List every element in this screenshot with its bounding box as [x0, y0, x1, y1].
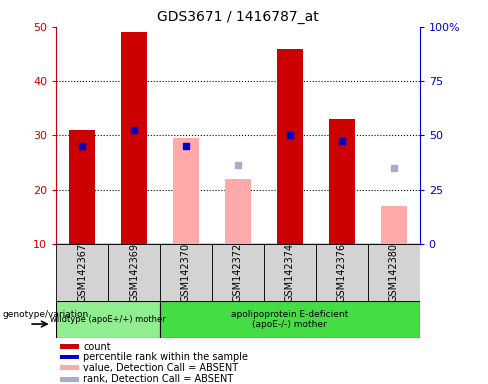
- Text: GSM142369: GSM142369: [129, 243, 139, 302]
- Bar: [160, 244, 212, 301]
- Text: value, Detection Call = ABSENT: value, Detection Call = ABSENT: [83, 363, 239, 373]
- Text: GSM142370: GSM142370: [181, 243, 191, 302]
- Title: GDS3671 / 1416787_at: GDS3671 / 1416787_at: [157, 10, 319, 25]
- Bar: [368, 244, 420, 301]
- Bar: [61, 344, 79, 349]
- Bar: [160, 301, 420, 338]
- Bar: [329, 119, 355, 244]
- Text: GSM142380: GSM142380: [389, 243, 399, 302]
- Text: GSM142374: GSM142374: [285, 243, 295, 302]
- Bar: [69, 130, 95, 244]
- Text: percentile rank within the sample: percentile rank within the sample: [83, 352, 248, 362]
- Text: GSM142372: GSM142372: [233, 243, 243, 302]
- Bar: [56, 301, 160, 338]
- Bar: [61, 354, 79, 359]
- Bar: [61, 377, 79, 382]
- Text: GSM142376: GSM142376: [337, 243, 347, 302]
- Bar: [61, 365, 79, 370]
- Bar: [225, 179, 251, 244]
- Text: count: count: [83, 341, 111, 352]
- Bar: [264, 244, 316, 301]
- Bar: [212, 244, 264, 301]
- Text: genotype/variation: genotype/variation: [3, 310, 89, 319]
- Text: wildtype (apoE+/+) mother: wildtype (apoE+/+) mother: [50, 315, 166, 324]
- Text: rank, Detection Call = ABSENT: rank, Detection Call = ABSENT: [83, 374, 234, 384]
- Bar: [56, 244, 108, 301]
- Bar: [173, 138, 199, 244]
- Text: GSM142367: GSM142367: [77, 243, 87, 302]
- Bar: [277, 49, 303, 244]
- Bar: [381, 206, 407, 244]
- Bar: [121, 32, 147, 244]
- Text: apolipoprotein E-deficient
(apoE-/-) mother: apolipoprotein E-deficient (apoE-/-) mot…: [231, 310, 348, 329]
- Bar: [108, 244, 160, 301]
- Bar: [316, 244, 368, 301]
